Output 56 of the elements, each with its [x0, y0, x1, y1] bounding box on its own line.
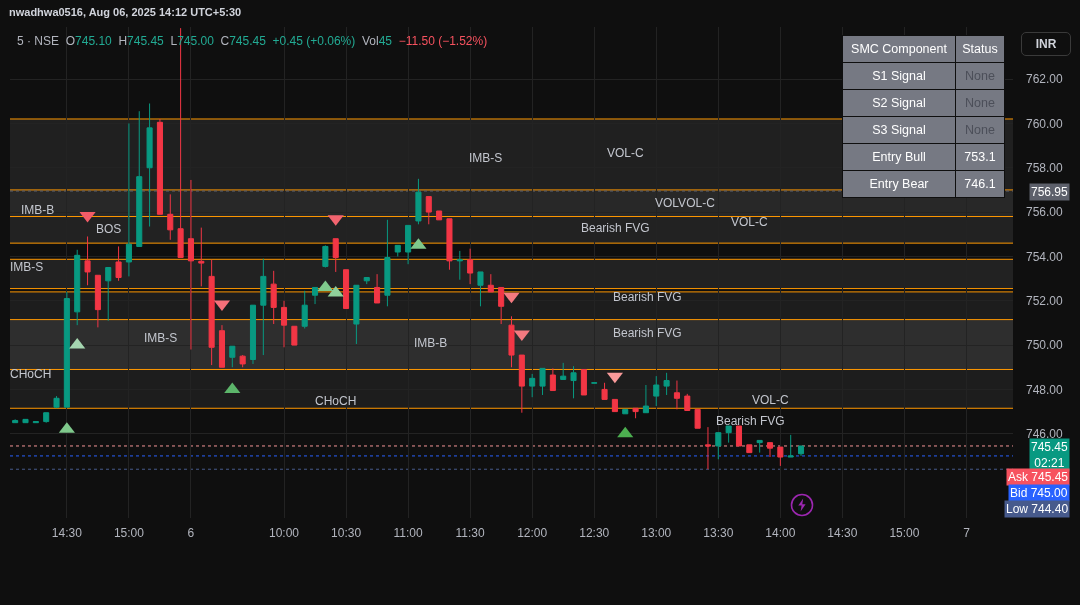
chart-title: nwadhwa0516, Aug 06, 2025 14:12 UTC+5:30 [9, 6, 242, 18]
annotation: S3 Signal [843, 117, 955, 143]
y-tick-label: 758.00 [1026, 160, 1064, 175]
annotation: IMB-S [144, 331, 178, 345]
x-tick-label: 13:00 [641, 526, 672, 540]
y-tick-label: 750.00 [1026, 338, 1064, 353]
x-tick-label: 15:00 [889, 526, 920, 540]
annotation: IMB-B [21, 203, 55, 217]
annotation: IMB-B [414, 336, 448, 350]
x-tick-label: 12:00 [517, 526, 548, 540]
annotation: Bearish FVG [613, 326, 682, 340]
annotation: SMC Component [843, 36, 955, 62]
x-tick-label: 14:00 [765, 526, 796, 540]
x-tick-label: 15:00 [113, 526, 145, 540]
annotation: VOL-C [731, 215, 769, 229]
annotation: VOLVOL-C [655, 196, 716, 210]
annotation: CHoCH [10, 367, 52, 381]
x-tick-label: 10:00 [269, 526, 300, 540]
x-tick-label: 6 [187, 526, 195, 540]
y-tick-label: 760.00 [1026, 116, 1064, 131]
annotation: IMB-S [10, 260, 44, 274]
ref-line-label: Low 744.40 [1006, 502, 1069, 516]
annotation: VOL-C [752, 393, 790, 407]
annotation: Status [956, 36, 1004, 62]
annotation: Entry Bear [843, 171, 955, 197]
y-tick-label: 748.00 [1026, 382, 1064, 397]
y-axis-title: INR [1021, 32, 1071, 56]
annotation: VOL-C [607, 146, 645, 160]
annotation: 746.1 [956, 171, 1004, 197]
annotation: S1 Signal [843, 63, 955, 89]
y-tick-label: 754.00 [1026, 249, 1064, 264]
annotation: CHoCH [315, 394, 357, 408]
x-tick-label: 13:30 [703, 526, 734, 540]
annotation: IMB-S [469, 151, 503, 165]
x-tick-label: 12:30 [579, 526, 610, 540]
x-tick-label: 14:30 [51, 526, 83, 540]
ref-line-label: 745.45 02:21 [1031, 440, 1069, 470]
annotation: Bearish FVG [581, 221, 650, 235]
annotation: Bearish FVG [716, 414, 785, 428]
x-tick-label: 11:00 [393, 526, 423, 540]
x-tick-label: 10:30 [331, 526, 362, 540]
ref-line-label: 756.95 [1031, 185, 1069, 199]
x-tick-label: 7 [963, 526, 971, 540]
ref-line-label: Ask 745.45 [1008, 470, 1069, 484]
y-tick-label: 752.00 [1026, 293, 1064, 308]
y-tick-label: 762.00 [1026, 72, 1064, 87]
x-tick-label: 11:30 [455, 526, 486, 540]
annotation: Bearish FVG [613, 290, 682, 304]
y-tick-label: 756.00 [1026, 205, 1064, 220]
annotation: 753.1 [956, 144, 1004, 170]
ref-line-label: Bid 745.00 [1010, 486, 1068, 500]
annotation: BOS [96, 222, 122, 236]
x-tick-label: 14:30 [827, 526, 858, 540]
annotation: Entry Bull [843, 144, 955, 170]
annotation: S2 Signal [843, 90, 955, 116]
y-tick-label: 746.00 [1026, 426, 1064, 441]
